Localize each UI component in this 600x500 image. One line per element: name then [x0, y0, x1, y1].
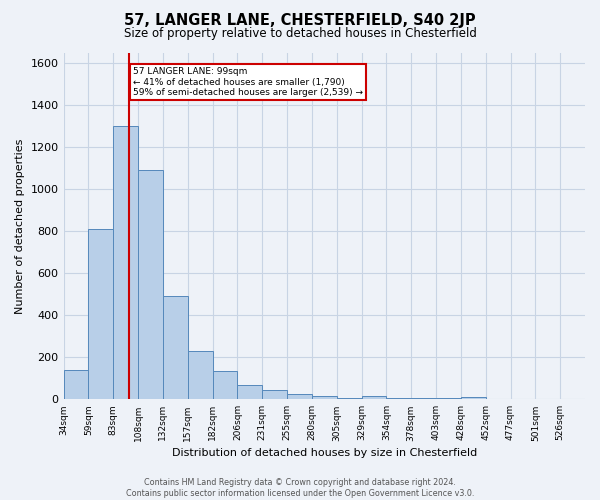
Bar	[386, 398, 411, 400]
Bar	[212, 371, 238, 400]
Text: Size of property relative to detached houses in Chesterfield: Size of property relative to detached ho…	[124, 28, 476, 40]
Y-axis label: Number of detached properties: Number of detached properties	[15, 138, 25, 314]
Bar	[312, 396, 337, 400]
X-axis label: Distribution of detached houses by size in Chesterfield: Distribution of detached houses by size …	[172, 448, 477, 458]
Bar	[88, 229, 113, 400]
Bar	[188, 351, 212, 400]
Bar	[436, 398, 461, 400]
Bar	[337, 398, 362, 400]
Text: 57, LANGER LANE, CHESTERFIELD, S40 2JP: 57, LANGER LANE, CHESTERFIELD, S40 2JP	[124, 12, 476, 28]
Bar	[461, 397, 485, 400]
Bar	[238, 384, 262, 400]
Bar	[163, 296, 188, 400]
Bar	[411, 398, 436, 400]
Bar	[287, 394, 312, 400]
Bar	[64, 370, 88, 400]
Text: Contains HM Land Registry data © Crown copyright and database right 2024.
Contai: Contains HM Land Registry data © Crown c…	[126, 478, 474, 498]
Bar	[113, 126, 138, 400]
Bar	[262, 390, 287, 400]
Text: 57 LANGER LANE: 99sqm
← 41% of detached houses are smaller (1,790)
59% of semi-d: 57 LANGER LANE: 99sqm ← 41% of detached …	[133, 67, 363, 97]
Bar	[362, 396, 386, 400]
Bar	[138, 170, 163, 400]
